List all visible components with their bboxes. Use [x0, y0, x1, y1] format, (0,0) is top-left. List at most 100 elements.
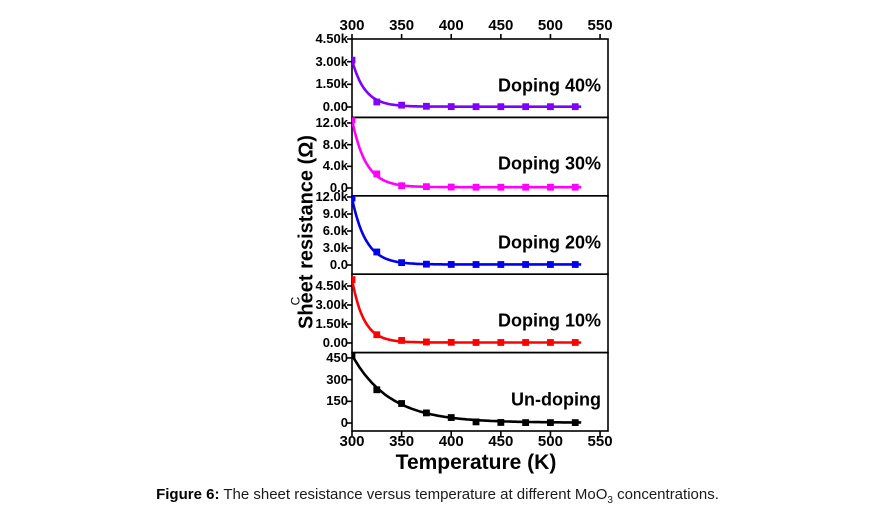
data-marker — [472, 339, 480, 346]
x-tick-label-top: 350 — [389, 17, 415, 34]
data-marker — [547, 261, 554, 268]
y-tick-label: 8.0k — [322, 136, 348, 152]
x-tick-label-bottom: 500 — [537, 433, 563, 450]
x-axis-title: Temperature (K) — [395, 451, 557, 474]
y-tick-label: 150 — [326, 393, 348, 409]
panel-label: Doping 30% — [497, 153, 601, 174]
y-tick-label: 12.0k — [315, 188, 348, 204]
data-marker — [547, 183, 554, 191]
fit-curve-3 — [352, 279, 582, 344]
data-marker — [398, 101, 406, 109]
caption-text-2: concentrations. — [612, 486, 719, 503]
x-tick-label-bottom: 550 — [587, 433, 613, 450]
stray-c-character: C — [288, 296, 303, 306]
data-marker — [447, 103, 455, 110]
data-marker — [373, 386, 381, 394]
x-tick-label-top: 300 — [339, 17, 365, 34]
y-tick-label: 3.00k — [315, 296, 348, 312]
data-marker — [352, 276, 356, 284]
panel-label: Un-doping — [511, 389, 601, 410]
data-marker — [472, 418, 480, 426]
y-tick-label: 0.0 — [329, 179, 348, 195]
data-marker — [571, 339, 579, 346]
y-tick-label: 6.0k — [322, 223, 348, 238]
fit-curve-1 — [352, 119, 582, 189]
data-marker — [472, 261, 480, 268]
data-marker — [398, 182, 406, 190]
data-marker — [423, 338, 430, 346]
data-marker — [352, 117, 356, 124]
x-tick-label-bottom: 400 — [438, 433, 464, 450]
data-marker — [497, 261, 505, 268]
x-tick-label-top: 500 — [537, 17, 563, 34]
data-marker — [447, 261, 455, 268]
panel-label: Doping 10% — [497, 310, 601, 331]
panel-label: Doping 40% — [497, 75, 601, 96]
data-marker — [497, 103, 505, 111]
y-tick-label: 12.0k — [315, 114, 348, 130]
data-marker — [398, 337, 406, 344]
data-marker — [423, 102, 430, 110]
data-marker — [571, 261, 579, 268]
data-marker — [373, 98, 381, 106]
x-tick-label-top: 550 — [587, 17, 613, 34]
y-tick-label: 3.00k — [315, 53, 348, 69]
x-tick-label-top: 400 — [438, 17, 464, 34]
data-marker — [547, 339, 554, 346]
data-marker — [398, 400, 406, 407]
caption-subscript: 3 — [607, 495, 613, 506]
data-marker — [522, 183, 530, 191]
data-marker — [522, 419, 530, 427]
y-tick-label: 3.0k — [322, 240, 348, 255]
data-marker — [373, 331, 381, 339]
data-marker — [352, 195, 356, 202]
data-marker — [373, 248, 381, 256]
data-marker — [571, 183, 579, 191]
x-tick-label-bottom: 300 — [339, 433, 365, 450]
data-marker — [522, 339, 530, 346]
caption-text-1: The sheet resistance versus temperature … — [219, 486, 608, 503]
data-marker — [571, 419, 579, 427]
data-marker — [352, 352, 356, 359]
data-marker — [398, 259, 406, 267]
data-marker — [571, 103, 579, 111]
y-tick-label: 1.50k — [315, 76, 348, 92]
data-marker — [447, 183, 455, 191]
data-marker — [497, 419, 505, 426]
data-marker — [472, 103, 480, 111]
data-marker — [522, 103, 530, 111]
y-tick-label: 9.0k — [322, 205, 348, 221]
data-marker — [547, 419, 554, 427]
figure-caption: Figure 6: The sheet resistance versus te… — [0, 486, 875, 506]
data-marker — [352, 56, 356, 64]
data-marker — [373, 170, 381, 178]
data-marker — [497, 339, 505, 346]
data-marker — [423, 409, 430, 417]
data-marker — [497, 183, 505, 191]
data-marker — [547, 103, 554, 111]
data-marker — [522, 261, 530, 268]
caption-figure-number: Figure 6: — [156, 486, 220, 503]
data-marker — [423, 260, 430, 268]
y-tick-label: 1.50k — [315, 315, 348, 331]
y-tick-label: 4.50k — [315, 31, 348, 46]
x-tick-label-top: 450 — [488, 17, 514, 34]
y-tick-label: 4.50k — [315, 277, 348, 293]
panel-label: Doping 20% — [497, 232, 601, 253]
fit-curve-0 — [352, 59, 582, 108]
data-marker — [447, 338, 455, 346]
data-marker — [472, 183, 480, 191]
x-tick-label-bottom: 350 — [389, 433, 415, 450]
x-tick-label-bottom: 450 — [488, 433, 514, 450]
y-tick-label: 0.0 — [329, 257, 348, 273]
data-marker — [423, 183, 430, 191]
fit-curve-2 — [352, 197, 582, 266]
data-marker — [447, 414, 455, 421]
y-tick-label: 0 — [340, 415, 348, 431]
y-tick-label: 4.0k — [322, 158, 348, 174]
y-tick-label: 0.00 — [322, 98, 348, 114]
y-tick-label: 450 — [326, 349, 348, 365]
